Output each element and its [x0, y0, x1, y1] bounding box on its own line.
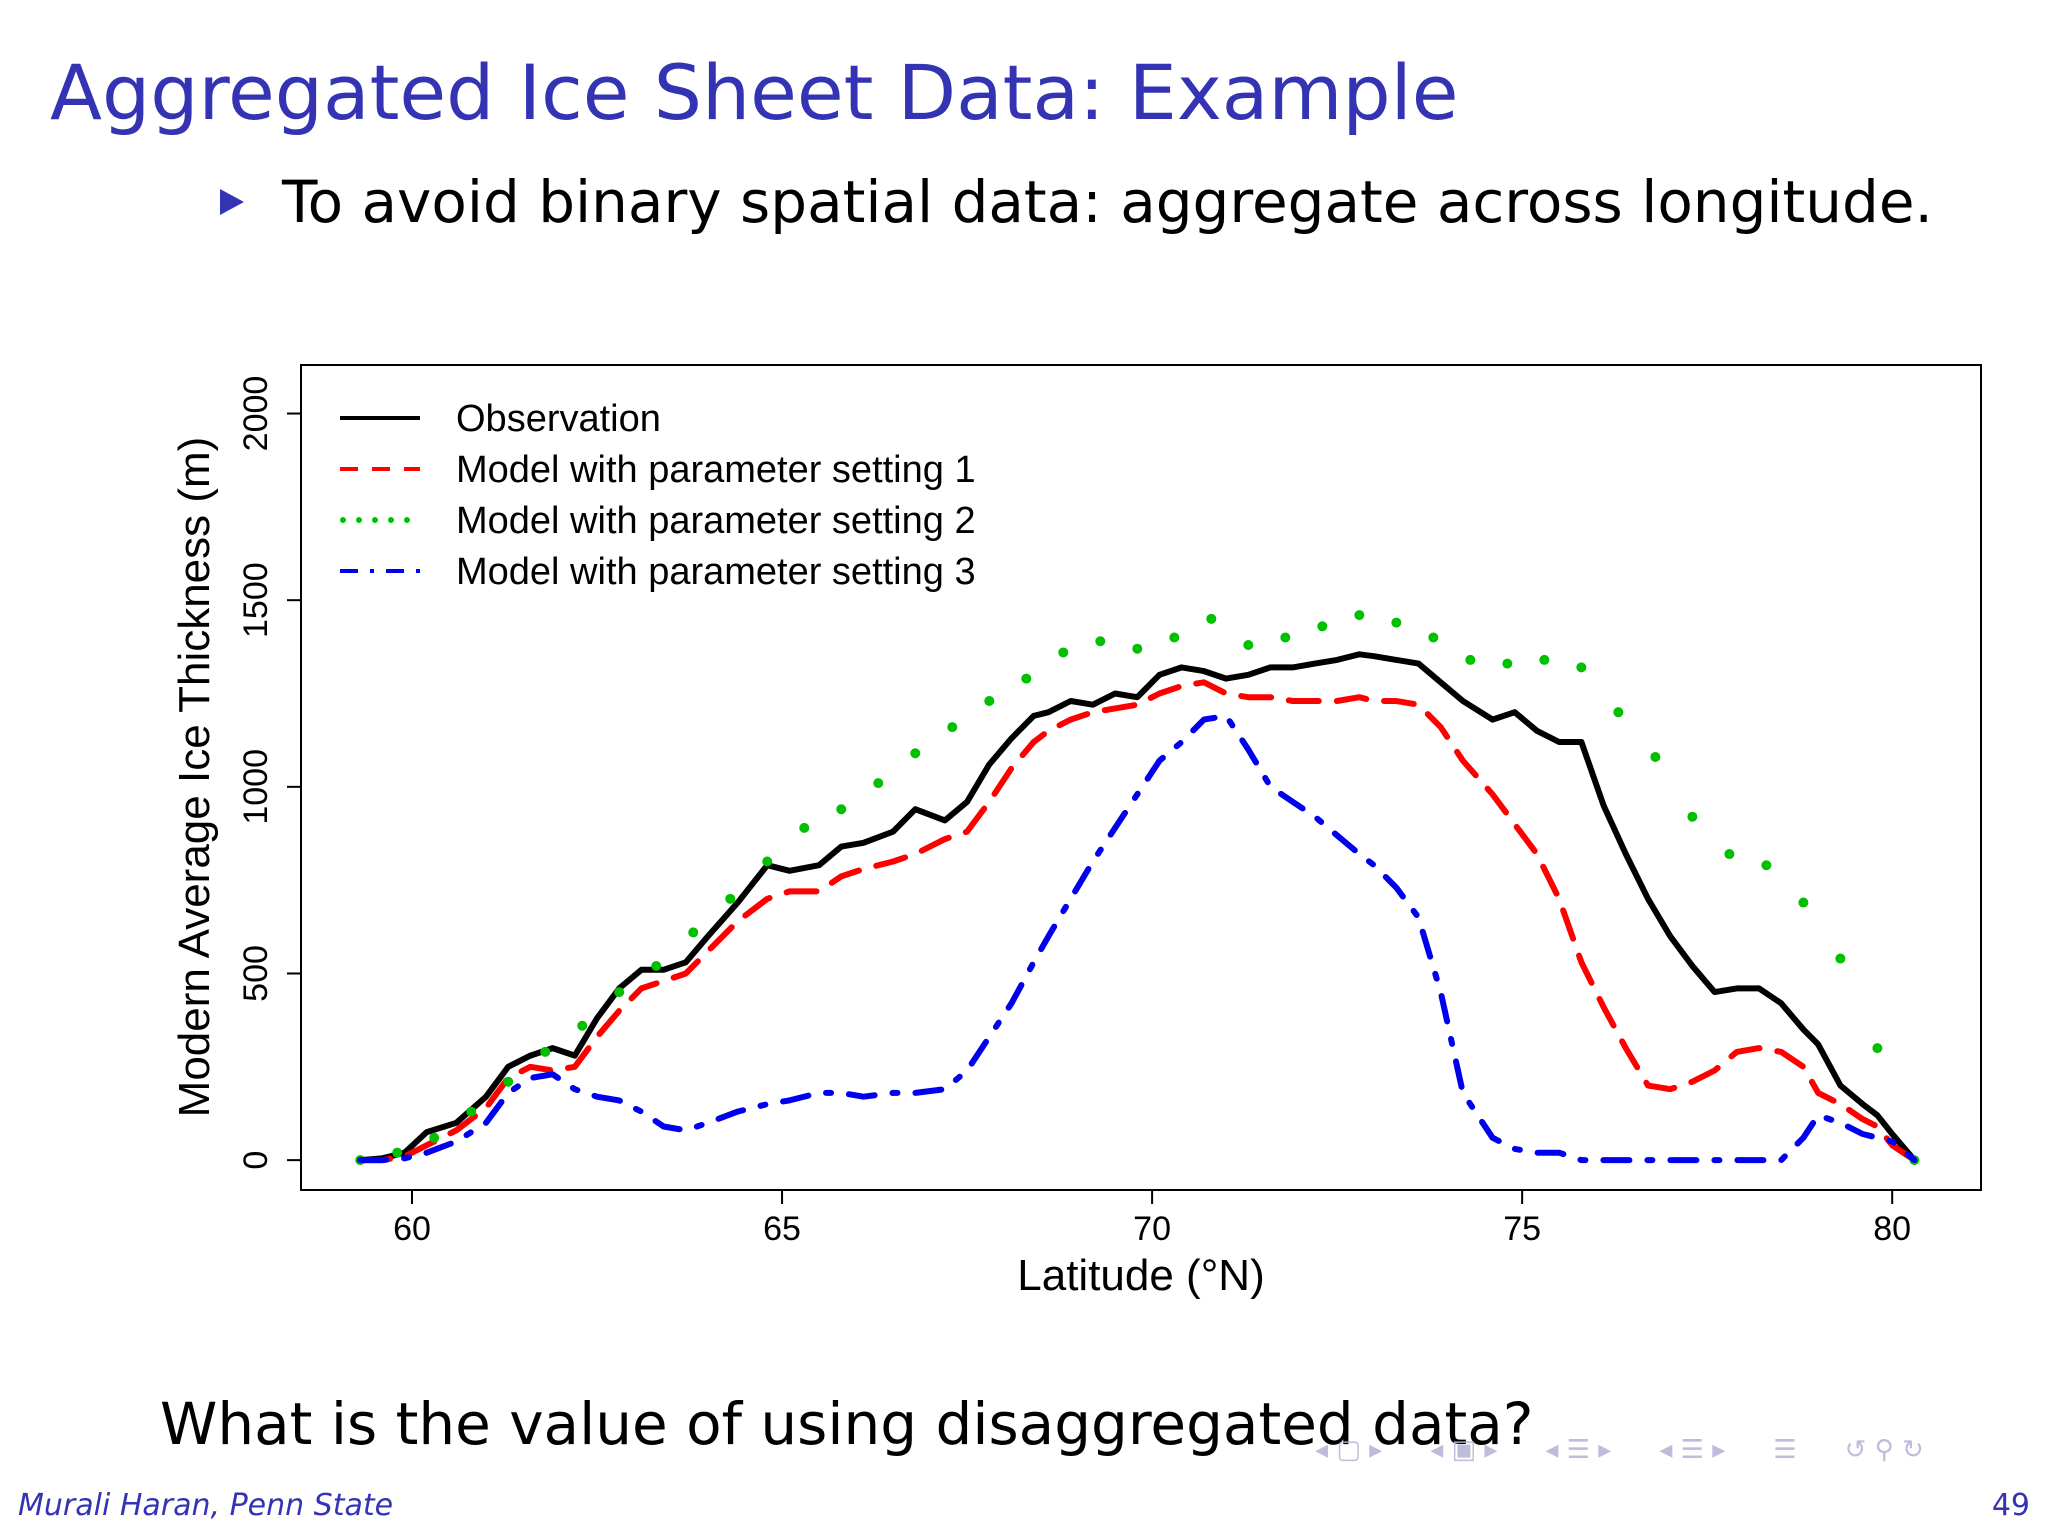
- series-2-point: [614, 987, 625, 998]
- x-tick-label: 70: [1133, 1210, 1171, 1248]
- series-2-point: [799, 822, 810, 833]
- series-2-point: [503, 1076, 514, 1087]
- series-2-point: [1391, 617, 1402, 628]
- series-2-point: [688, 927, 699, 938]
- series-2-point: [1872, 1043, 1883, 1054]
- legend-entry-label: Model with parameter setting 1: [456, 449, 976, 491]
- series-line-1: [357, 651, 1918, 1164]
- legend-symbol: [404, 517, 410, 523]
- series-2-point: [651, 961, 662, 972]
- footer-author: Murali Haran, Penn State: [18, 1488, 394, 1523]
- series-2-point: [429, 1132, 440, 1143]
- series-2-point: [1095, 636, 1106, 647]
- series-2-point: [1132, 643, 1143, 654]
- series-2-point: [577, 1020, 588, 1031]
- series-2-point: [1576, 662, 1587, 673]
- series-2-point: [984, 695, 995, 706]
- bullet-text: To avoid binary spatial data: aggregate …: [282, 168, 1933, 236]
- series-2-point: [1465, 654, 1476, 665]
- series-2-point: [836, 804, 847, 815]
- y-tick-label: 1000: [237, 749, 275, 825]
- legend-symbol: [388, 517, 394, 523]
- plot-frame: [300, 364, 1982, 1191]
- legend-symbol: [340, 517, 346, 523]
- series-2-point: [540, 1046, 551, 1057]
- series-2-point: [466, 1106, 477, 1117]
- x-tick-label: 80: [1873, 1210, 1911, 1248]
- series-2-point: [1280, 632, 1291, 643]
- series-2-point: [873, 778, 884, 789]
- legend-entry-label: Model with parameter setting 3: [456, 551, 976, 593]
- series-2-point: [1835, 953, 1846, 964]
- series-line-4: [357, 712, 1918, 1164]
- series-2-point: [1021, 673, 1032, 684]
- series-line-2: [357, 679, 1918, 1164]
- nav-subsection-icon[interactable]: ◂ ▣ ▸: [1430, 1435, 1498, 1465]
- beamer-navigation: ◂ ▢ ▸ ◂ ▣ ▸ ◂ ☰ ▸ ◂ ☰ ▸ ☰ ↺ ⚲ ↻: [1315, 1430, 2035, 1470]
- series-2-point: [1724, 849, 1735, 860]
- series-2-point: [1428, 632, 1439, 643]
- nav-search-icon[interactable]: ↺ ⚲ ↻: [1844, 1435, 1924, 1465]
- nav-section-icon[interactable]: ◂ ☰ ▸: [1545, 1435, 1612, 1465]
- legend-entry-label: Model with parameter setting 2: [456, 500, 976, 542]
- slide-title: Aggregated Ice Sheet Data: Example: [50, 48, 1459, 137]
- x-tick-label: 60: [393, 1210, 431, 1248]
- y-tick-label: 1500: [237, 562, 275, 638]
- nav-document-icon[interactable]: ◂ ☰ ▸: [1659, 1435, 1726, 1465]
- series-2-point: [1169, 632, 1180, 643]
- series-2-point: [392, 1147, 403, 1158]
- legend-entry-label: Observation: [456, 398, 661, 440]
- slide-question: What is the value of using disaggregated…: [160, 1390, 1534, 1458]
- series-2-point: [1761, 860, 1772, 871]
- series-2-point: [910, 748, 921, 759]
- nav-frame-icon[interactable]: ◂ ▢ ▸: [1315, 1435, 1383, 1465]
- series-2-point: [1613, 707, 1624, 718]
- nav-align-icon[interactable]: ☰: [1773, 1435, 1797, 1465]
- series-2-point: [1058, 647, 1069, 658]
- x-axis-label: Latitude (°N): [1017, 1251, 1264, 1300]
- y-axis-label: Modern Average Ice Thickness (m): [170, 437, 219, 1118]
- series-2-point: [947, 722, 958, 733]
- x-tick-label: 65: [763, 1210, 801, 1248]
- legend-symbol: [372, 517, 378, 523]
- series-2-point: [725, 893, 736, 904]
- series-2-point: [1502, 658, 1513, 669]
- series-2-point: [1317, 621, 1328, 632]
- legend-symbol: [356, 517, 362, 523]
- series-2-point: [1243, 639, 1254, 650]
- series-2-point: [1798, 897, 1809, 908]
- y-tick-label: 0: [237, 1151, 275, 1170]
- ice-thickness-chart: 60 65 70 75 80 0 500 1000 1500 2000 Observation Mo…: [170, 364, 1982, 1300]
- series-2-point: [1687, 811, 1698, 822]
- series-2-point: [1206, 613, 1217, 624]
- series-2-point: [1650, 751, 1661, 762]
- series-2-point: [1539, 654, 1550, 665]
- page-number: 49: [1991, 1488, 2030, 1523]
- series-2-point: [762, 856, 773, 867]
- series-2-point: [1354, 610, 1365, 621]
- bullet-triangle-icon: [220, 189, 244, 215]
- x-tick-label: 75: [1503, 1210, 1541, 1248]
- y-tick-label: 2000: [237, 376, 275, 452]
- bullet-item: To avoid binary spatial data: aggregate …: [220, 168, 1933, 236]
- y-tick-label: 500: [237, 945, 275, 1002]
